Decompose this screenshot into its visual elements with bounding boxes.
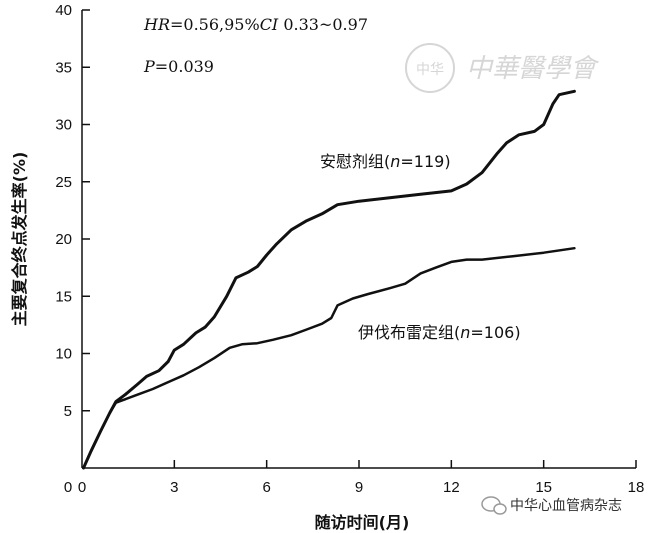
x-tick-label: 0 — [78, 479, 86, 496]
hr-annotation: HR=0.56,95%CI 0.33~0.97 — [143, 15, 368, 34]
y-ticks: 5 10 15 20 25 30 35 40 — [55, 2, 90, 420]
y-tick-label: 15 — [55, 288, 72, 305]
y-tick-label: 5 — [64, 403, 72, 420]
p-annotation: P=0.039 — [143, 57, 214, 76]
wechat-icon-small — [493, 503, 507, 515]
watermark-emblem-icon — [405, 43, 455, 93]
y-axis-title: 主要复合终点发生率(%) — [10, 152, 29, 327]
ci-label: CI — [260, 15, 279, 34]
series-ivabradine-n-value: =106) — [470, 323, 520, 342]
x-tick-label: 15 — [535, 479, 552, 496]
series-ivabradine-label: 伊伐布雷定组(n=106) — [358, 323, 521, 342]
hr-label: HR — [143, 15, 170, 34]
series-placebo-n-value: =119) — [400, 152, 450, 171]
ci-value: 0.33~0.97 — [278, 15, 368, 34]
y-tick-label: 10 — [55, 346, 72, 363]
series-placebo-n-label: n — [390, 152, 400, 171]
watermark: 中华 中華醫學會 — [405, 43, 600, 93]
hr-value: =0.56,95% — [170, 15, 260, 34]
y-tick-label: 35 — [55, 59, 72, 76]
series-placebo-label: 安慰剂组(n=119) — [320, 152, 451, 171]
series-ivabradine-n-label: n — [460, 323, 470, 342]
x-tick-label: 3 — [170, 479, 178, 496]
x-ticks: 0 3 6 9 12 15 18 — [78, 460, 645, 496]
series-placebo-line — [82, 89, 576, 470]
y-tick-label: 40 — [55, 2, 72, 19]
series-placebo-label-prefix: 安慰剂组( — [320, 152, 390, 171]
p-value: =0.039 — [155, 57, 214, 76]
wechat-badge: 中华心血管病杂志 — [481, 496, 622, 515]
x-tick-label: 12 — [443, 479, 460, 496]
watermark-emblem-text: 中华 — [416, 62, 444, 78]
x-axis-title: 随访时间(月) — [315, 513, 410, 532]
watermark-script-text: 中華醫學會 — [466, 54, 600, 84]
p-label: P — [143, 57, 155, 76]
y-origin-label: 0 — [64, 479, 72, 496]
x-tick-label: 6 — [262, 479, 270, 496]
y-tick-label: 30 — [55, 117, 72, 134]
x-tick-label: 18 — [628, 479, 645, 496]
y-tick-label: 20 — [55, 231, 72, 248]
x-tick-label: 9 — [355, 479, 363, 496]
wechat-text: 中华心血管病杂志 — [510, 498, 622, 514]
series-ivabradine-label-prefix: 伊伐布雷定组( — [358, 323, 460, 342]
y-tick-label: 25 — [55, 174, 72, 191]
series-ivabradine-line — [82, 246, 576, 470]
